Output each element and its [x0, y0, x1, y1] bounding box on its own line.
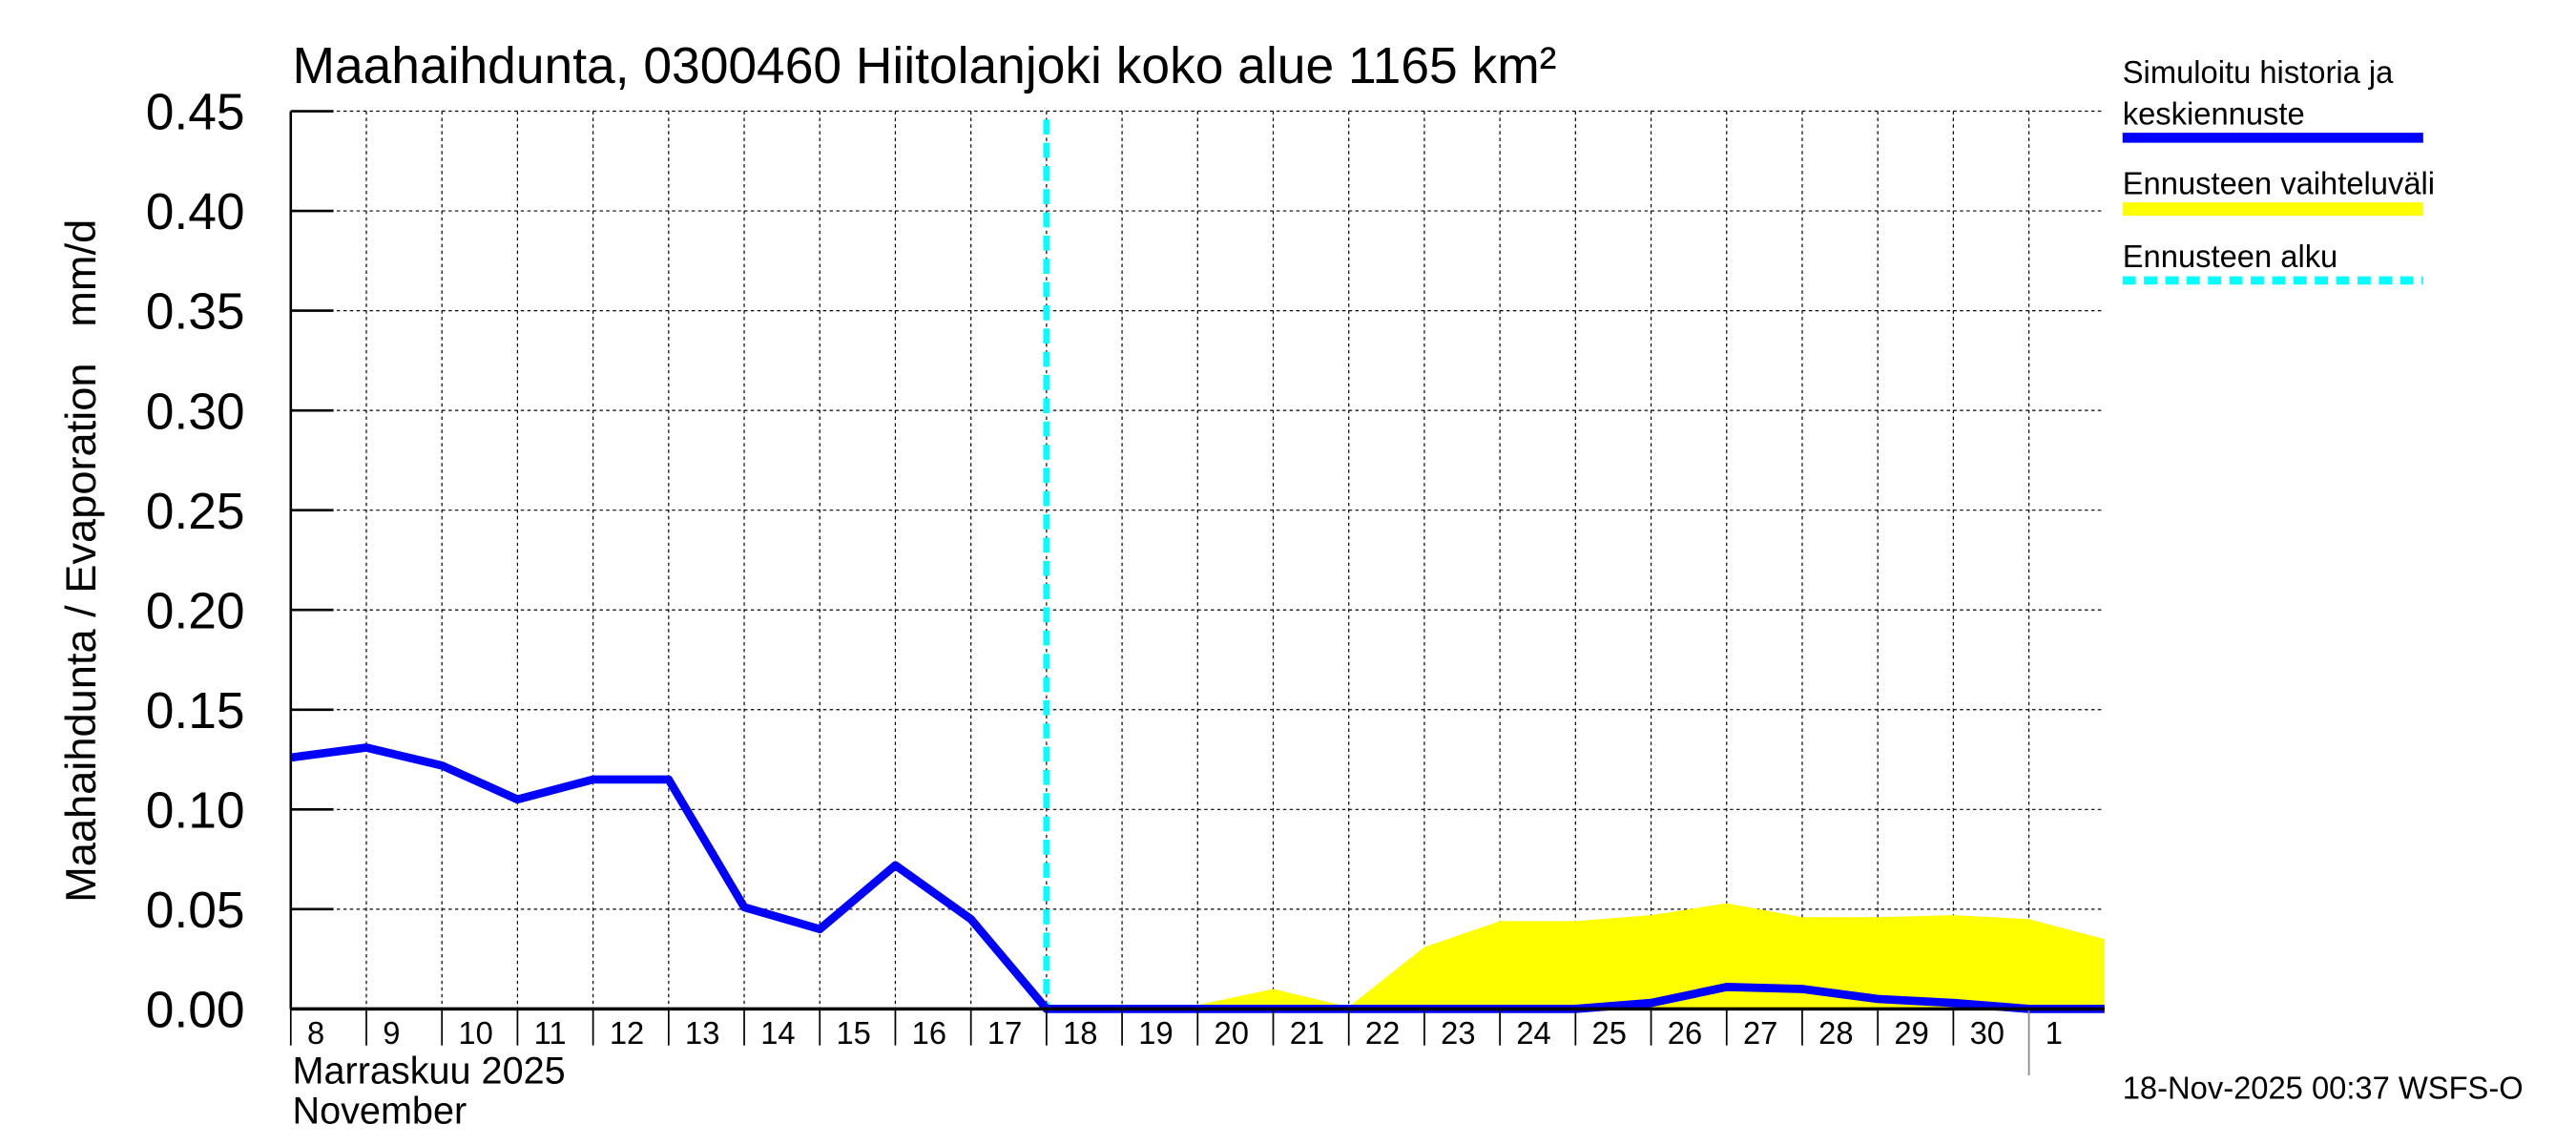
y-tick-label: 0.00 [146, 981, 245, 1038]
y-tick-label: 0.25 [146, 483, 245, 540]
x-tick-label: 16 [912, 1015, 946, 1051]
x-tick-label: 27 [1743, 1015, 1777, 1051]
x-tick-label: 24 [1516, 1015, 1550, 1051]
x-tick-label: 14 [760, 1015, 795, 1051]
chart-title: Maahaihdunta, 0300460 Hiitolanjoki koko … [293, 37, 1557, 94]
y-tick-label: 0.10 [146, 781, 245, 839]
x-tick-label: 28 [1818, 1015, 1853, 1051]
legend-label-range: Ennusteen vaihteluväli [2123, 165, 2435, 200]
x-axis-label-finnish: Marraskuu 2025 [293, 1050, 566, 1092]
y-axis-label: Maahaihdunta / Evaporation mm/d [56, 219, 105, 903]
y-tick-label: 0.40 [146, 183, 245, 240]
x-tick-label: 10 [458, 1015, 492, 1051]
legend: Simuloitu historia ja keskiennuste Ennus… [2123, 54, 2435, 285]
x-tick-label: 29 [1894, 1015, 1928, 1051]
forecast-band-layer [1046, 903, 2105, 1010]
legend-label-simulated: Simuloitu historia ja [2123, 54, 2394, 90]
x-tick-label: 8 [307, 1015, 324, 1051]
x-tick-label: 18 [1063, 1015, 1097, 1051]
x-tick-label: 9 [383, 1015, 400, 1051]
x-tick-label: 23 [1441, 1015, 1475, 1051]
x-tick-label: 26 [1668, 1015, 1702, 1051]
y-tick-label: 0.30 [146, 383, 245, 440]
x-tick-label: 11 [534, 1015, 567, 1051]
legend-label-forecast-start: Ennusteen alku [2123, 239, 2338, 274]
footer-timestamp: 18-Nov-2025 00:37 WSFS-O [2123, 1070, 2524, 1105]
x-tick-label: 12 [610, 1015, 644, 1051]
y-tick-label: 0.15 [146, 682, 245, 739]
x-tick-label: 19 [1138, 1015, 1173, 1051]
axes: 0.00 0.05 0.10 0.15 0.20 0.25 0.30 0.35 0.40 0.45… [146, 83, 2105, 1075]
x-tick-label: 15 [836, 1015, 870, 1051]
x-tick-label: 13 [685, 1015, 719, 1051]
y-tick-label: 0.05 [146, 882, 245, 939]
forecast-range-band [1046, 903, 2105, 1010]
x-tick-label: 20 [1215, 1015, 1249, 1051]
x-tick-label: 17 [987, 1015, 1022, 1051]
grid [290, 110, 2105, 1010]
y-tick-label: 0.45 [146, 83, 245, 140]
x-tick-label: 1 [2046, 1015, 2063, 1051]
legend-label-simulated-2: keskiennuste [2123, 95, 2305, 131]
x-axis-label-english: November [293, 1090, 467, 1132]
y-tick-label: 0.35 [146, 282, 245, 340]
x-tick-label: 22 [1365, 1015, 1400, 1051]
x-tick-label: 25 [1592, 1015, 1627, 1051]
x-tick-label: 30 [1970, 1015, 2005, 1051]
y-tick-label: 0.20 [146, 582, 245, 639]
x-tick-label: 21 [1290, 1015, 1324, 1051]
